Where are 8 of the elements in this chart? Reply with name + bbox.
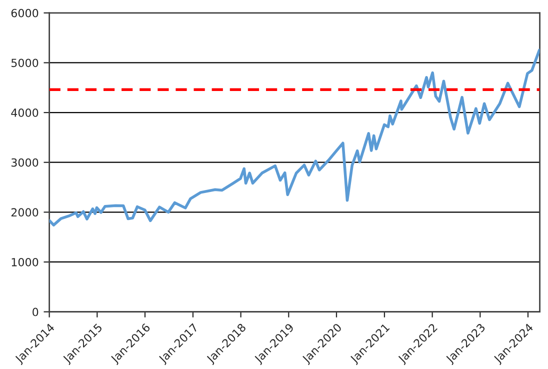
line-series <box>49 48 540 226</box>
y-tick-label: 1000 <box>12 258 38 266</box>
y-tick-label: 0 <box>32 308 38 316</box>
y-tick-label: 4000 <box>11 108 38 117</box>
y-tick-label: 5000 <box>11 58 38 68</box>
y-tick-label: 6000 <box>11 8 38 18</box>
y-tick-label: 2000 <box>11 208 38 217</box>
y-tick-label: 3000 <box>11 158 38 167</box>
